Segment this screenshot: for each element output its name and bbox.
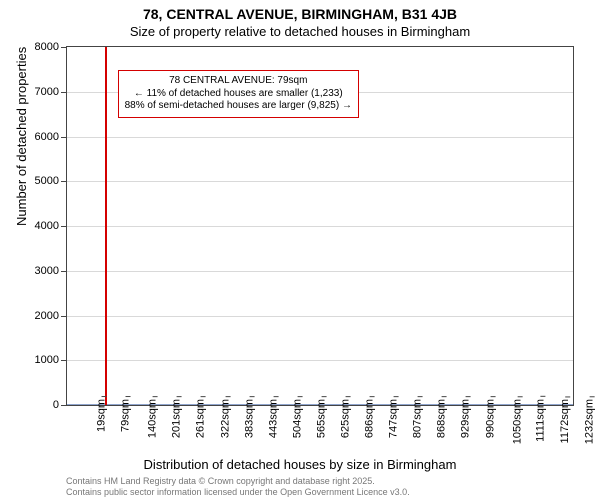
footer: Contains HM Land Registry data © Crown c… [66, 476, 592, 498]
callout-line: ← 11% of detached houses are smaller (1,… [125, 88, 352, 101]
y-tick: 6000 [35, 131, 59, 143]
x-tick: 383sqm [243, 399, 255, 438]
x-tick: 625sqm [340, 399, 352, 438]
x-tick: 990sqm [484, 399, 496, 438]
x-tick: 322sqm [219, 399, 231, 438]
x-tick: 443sqm [267, 399, 279, 438]
x-tick: 929sqm [460, 399, 472, 438]
y-tick: 4000 [35, 220, 59, 232]
y-tick: 2000 [35, 310, 59, 322]
x-tick: 1172sqm [559, 399, 571, 443]
x-tick: 19sqm [96, 399, 108, 432]
callout-line: 78 CENTRAL AVENUE: 79sqm [125, 75, 352, 88]
x-tick: 140sqm [147, 399, 159, 438]
y-tick: 8000 [35, 41, 59, 53]
marker-line [105, 47, 107, 405]
footer-line-2: Contains public sector information licen… [66, 487, 592, 498]
y-tick: 0 [53, 399, 59, 411]
x-tick: 1111sqm [534, 399, 546, 442]
x-axis-label: Distribution of detached houses by size … [0, 457, 600, 472]
y-tick: 5000 [35, 175, 59, 187]
footer-line-1: Contains HM Land Registry data © Crown c… [66, 476, 592, 487]
y-tick: 7000 [35, 86, 59, 98]
callout-box: 78 CENTRAL AVENUE: 79sqm← 11% of detache… [118, 70, 359, 118]
y-tick: 3000 [35, 265, 59, 277]
x-tick: 868sqm [436, 399, 448, 438]
x-tick: 1232sqm [584, 399, 596, 444]
x-tick: 79sqm [120, 399, 132, 432]
page-subtitle: Size of property relative to detached ho… [0, 24, 600, 39]
x-tick: 1050sqm [511, 399, 523, 444]
bar [67, 404, 91, 405]
x-tick: 504sqm [291, 399, 303, 438]
page-title: 78, CENTRAL AVENUE, BIRMINGHAM, B31 4JB [0, 6, 600, 22]
x-tick: 565sqm [315, 399, 327, 438]
y-axis-label: Number of detached properties [14, 47, 29, 226]
callout-line: 88% of semi-detached houses are larger (… [125, 100, 352, 113]
x-tick: 201sqm [171, 399, 183, 438]
x-tick: 807sqm [412, 399, 424, 438]
y-tick: 1000 [35, 354, 59, 366]
chart: 010002000300040005000600070008000 78 CEN… [66, 46, 574, 406]
x-tick: 686sqm [364, 399, 376, 438]
x-tick: 747sqm [388, 399, 400, 438]
x-tick: 261sqm [195, 399, 207, 438]
plot-area: 010002000300040005000600070008000 78 CEN… [66, 46, 574, 406]
